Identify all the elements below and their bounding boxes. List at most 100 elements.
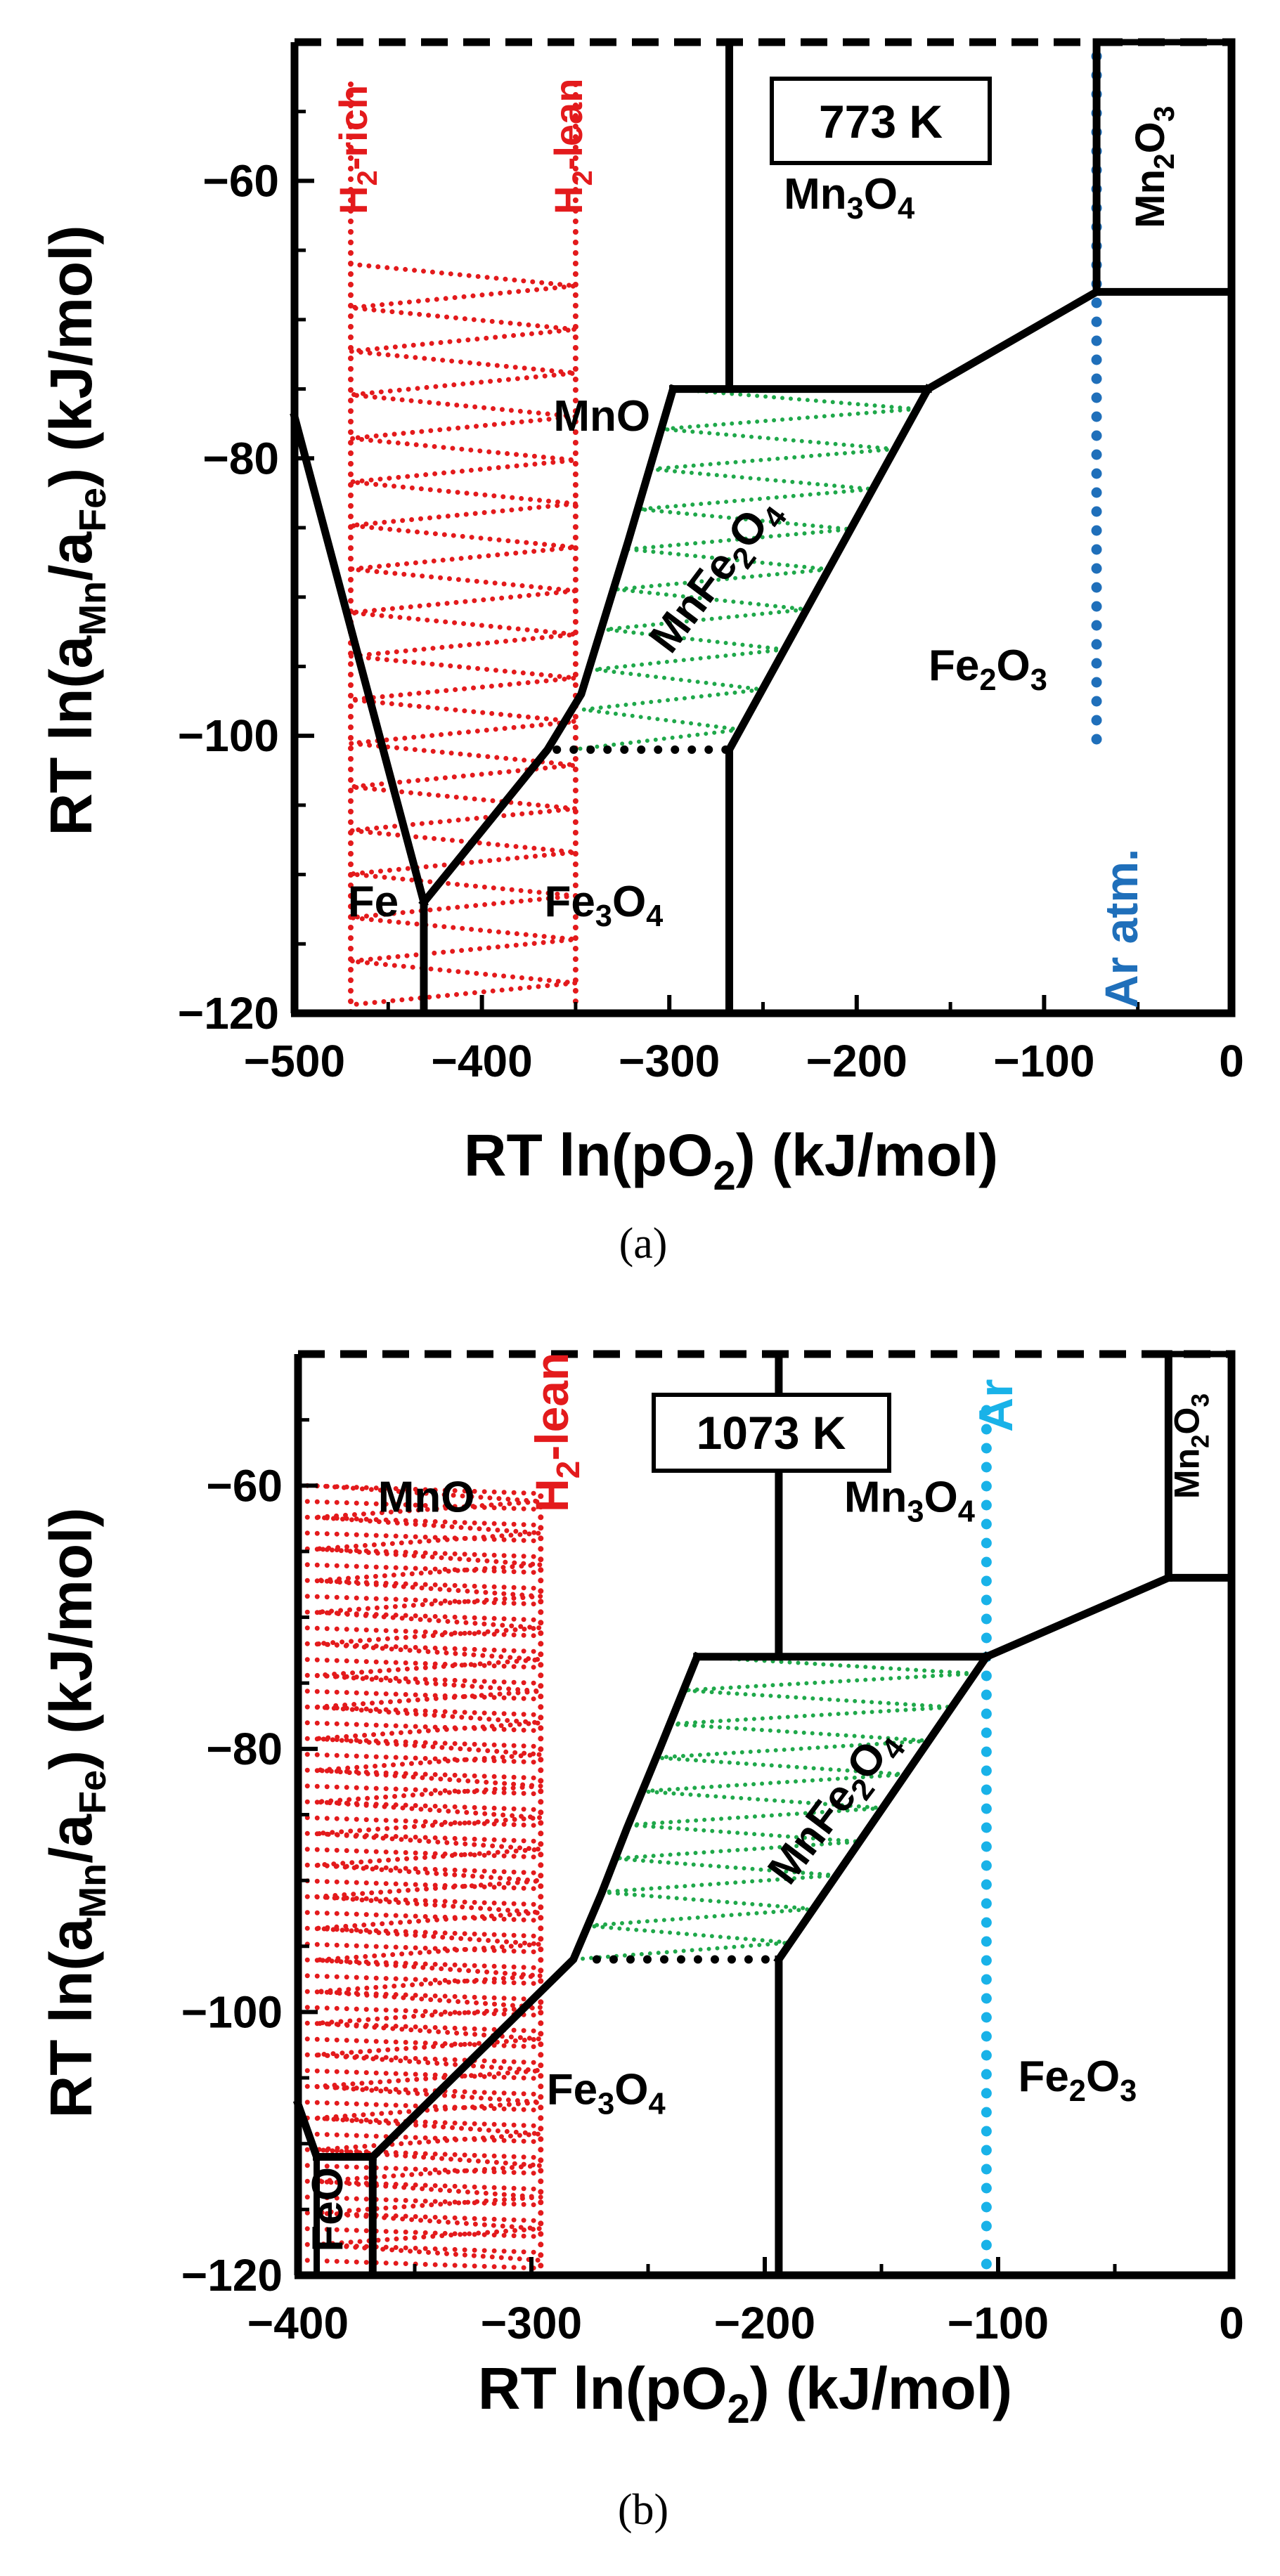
- a-x-tick-label: −500: [244, 1036, 345, 1086]
- a-x-tick-label: −300: [619, 1036, 720, 1086]
- panel-a-ticks: −60 −80 −100 −120−500 −400 −300 −200 −100 0: [178, 40, 1244, 1086]
- panel-b-temperature-box: [652, 1393, 891, 1473]
- b-red-row: [304, 1973, 543, 1986]
- b-red-row: [304, 2131, 543, 2145]
- panel-a: −60 −80 −100 −120−500 −400 −300 −200 −100 0 773 …: [38, 38, 1244, 1268]
- b-red-row: [304, 1689, 543, 1702]
- panel-a-ar-label: Ar atm.: [1095, 849, 1147, 1008]
- panel-b-h2-lean-label: H2-lean: [526, 1353, 586, 1512]
- panel-b-ar-label: Ar: [969, 1379, 1023, 1432]
- b-red-row: [304, 1672, 543, 1686]
- b-red-row: [304, 1609, 543, 1623]
- b-red-row: [304, 1767, 543, 1781]
- panel-a-region-labels: MnO Mn3O4 Fe2O3 Fe3O4 Fe MnFe2O4 Mn2O3: [348, 106, 1180, 933]
- b-red-row: [304, 2147, 543, 2161]
- b-red-row: [304, 1499, 543, 1512]
- panel-b-y-axis-title: RT ln(aMn/aFe) (kJ/mol): [38, 1507, 114, 2118]
- b-red-row: [304, 1736, 543, 1750]
- b-red-row: [304, 1894, 543, 1908]
- panel-b-x-axis-title: RT ln(pO2) (kJ/mol): [478, 2355, 1012, 2432]
- a-boundary-1: [418, 384, 678, 908]
- b-region-label: Mn2O3: [1168, 1393, 1215, 1499]
- panel-b-caption: (b): [618, 2486, 668, 2534]
- a-y-tick-label: −100: [178, 710, 279, 761]
- panel-a-caption: (a): [619, 1220, 668, 1268]
- b-red-row: [304, 1594, 543, 1607]
- b-red-row: [304, 1641, 543, 1655]
- b-red-row: [304, 2115, 543, 2129]
- b-red-row: [304, 2005, 543, 2018]
- a-x-tick-label: −100: [993, 1036, 1094, 1086]
- panel-a-boundaries: [290, 38, 1236, 1017]
- a-y-tick-label: −80: [202, 433, 279, 483]
- a-boundary-5: [922, 287, 1236, 395]
- b-x-tick-label: −200: [714, 2298, 815, 2348]
- b-red-row: [304, 1799, 543, 1813]
- b-x-tick-label: −300: [481, 2298, 582, 2348]
- b-x-tick-label: −400: [247, 2298, 349, 2348]
- b-red-row: [304, 1752, 543, 1765]
- a-y-tick-label: −120: [178, 988, 279, 1039]
- panel-a-h2-rich-label: H2-rich: [331, 85, 383, 214]
- b-y-tick-label: −80: [206, 1724, 283, 1774]
- b-red-row: [304, 1989, 543, 2003]
- a-boundary-0: [290, 412, 429, 907]
- panel-a-red-hatch: [347, 82, 578, 1016]
- b-red-row: [304, 2178, 543, 2192]
- panel-b: −60 −80 −100 −120−400 −300 −200 −100 0 1073 K H…: [38, 1350, 1244, 2534]
- panel-a-temperature-box: [770, 77, 992, 165]
- b-red-row: [304, 1941, 543, 1955]
- b-red-row: [304, 2068, 543, 2081]
- a-region-label: Fe: [348, 878, 399, 926]
- b-red-zigzag: [314, 1483, 543, 2263]
- panel-a-temperature-label: 773 K: [819, 96, 943, 148]
- b-red-row: [304, 2258, 543, 2271]
- panel-b-temperature-label: 1073 K: [697, 1407, 846, 1459]
- a-x-tick-label: 0: [1219, 1036, 1244, 1086]
- a-boundary-6: [724, 384, 933, 755]
- panel-a-h2-lean-label: H2-lean: [546, 79, 598, 214]
- panel-a-y-axis-title: RT ln(aMn/aFe) (kJ/mol): [38, 225, 114, 835]
- b-red-row: [304, 1704, 543, 1718]
- b-red-row: [304, 1514, 543, 1528]
- b-red-row: [304, 1847, 543, 1860]
- b-boundary-6: [981, 1573, 1236, 1662]
- b-red-row: [304, 2210, 543, 2224]
- b-red-row: [304, 1562, 543, 1575]
- a-red-zigzag: [348, 261, 576, 1008]
- b-region-label: Fe2O3: [1018, 2053, 1137, 2108]
- a-x-tick-label: −400: [432, 1036, 533, 1086]
- b-x-tick-label: −100: [948, 2298, 1049, 2348]
- panel-b-red-hatch: [304, 1483, 544, 2278]
- b-red-row: [304, 1530, 543, 1544]
- b-red-row: [304, 1657, 543, 1670]
- b-red-row: [304, 1483, 543, 1497]
- b-red-row: [304, 2163, 543, 2176]
- b-y-tick-label: −120: [181, 2250, 283, 2301]
- b-red-row: [304, 2242, 543, 2256]
- b-red-row: [304, 1625, 543, 1639]
- b-red-row: [304, 1815, 543, 1828]
- b-red-row: [304, 2226, 543, 2239]
- a-x-tick-label: −200: [806, 1036, 907, 1086]
- b-x-tick-label: 0: [1219, 2298, 1244, 2348]
- b-red-row: [304, 1720, 543, 1733]
- b-region-label: Fe3O4: [547, 2066, 666, 2121]
- b-red-row: [304, 2194, 543, 2208]
- a-region-label: Fe2O3: [929, 642, 1047, 697]
- b-red-row: [304, 1878, 543, 1892]
- b-red-row: [304, 1578, 543, 1592]
- a-region-label: Mn2O3: [1127, 106, 1180, 228]
- b-red-row: [304, 1830, 543, 1845]
- b-red-row: [304, 1957, 543, 1971]
- b-red-row: [304, 1862, 543, 1876]
- panel-b-ticks: −60 −80 −100 −120−400 −300 −200 −100 0: [181, 1352, 1244, 2348]
- b-red-row: [304, 1783, 543, 1797]
- b-red-row: [304, 2036, 543, 2050]
- panel-a-x-axis-title: RT ln(pO2) (kJ/mol): [464, 1122, 998, 1199]
- b-red-row: [304, 1925, 543, 1939]
- b-y-tick-label: −100: [181, 1986, 283, 2037]
- a-region-label: Fe3O4: [544, 878, 663, 933]
